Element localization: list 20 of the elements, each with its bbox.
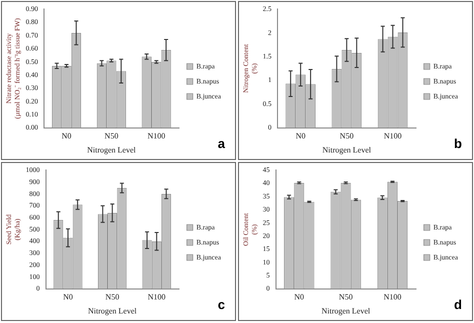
x-tick-label: N0 [296,132,306,141]
x-tick-label: N50 [340,132,354,141]
x-axis-title: Nitrogen Level [322,145,372,154]
x-tick-label: N50 [104,132,118,141]
text: b [454,136,462,152]
x-tick-label: N0 [63,292,73,302]
x-axis-title: Nitrogen Level [321,306,371,316]
x-tick-label: N100 [148,292,166,302]
x-tick-label: N50 [105,292,120,302]
x-tick-label: N50 [338,292,353,302]
x-tick-label: N100 [147,132,166,141]
x-tick-label: N0 [294,292,304,302]
text: d [454,297,462,312]
x-tick-label: N100 [384,292,402,302]
x-axis-title: Nitrogen Level [88,306,138,316]
text: a [218,136,226,152]
x-axis-title: Nitrogen Level [87,145,137,154]
x-tick-label: N100 [384,132,402,141]
text: c [218,297,225,312]
x-tick-label: N0 [62,132,72,141]
